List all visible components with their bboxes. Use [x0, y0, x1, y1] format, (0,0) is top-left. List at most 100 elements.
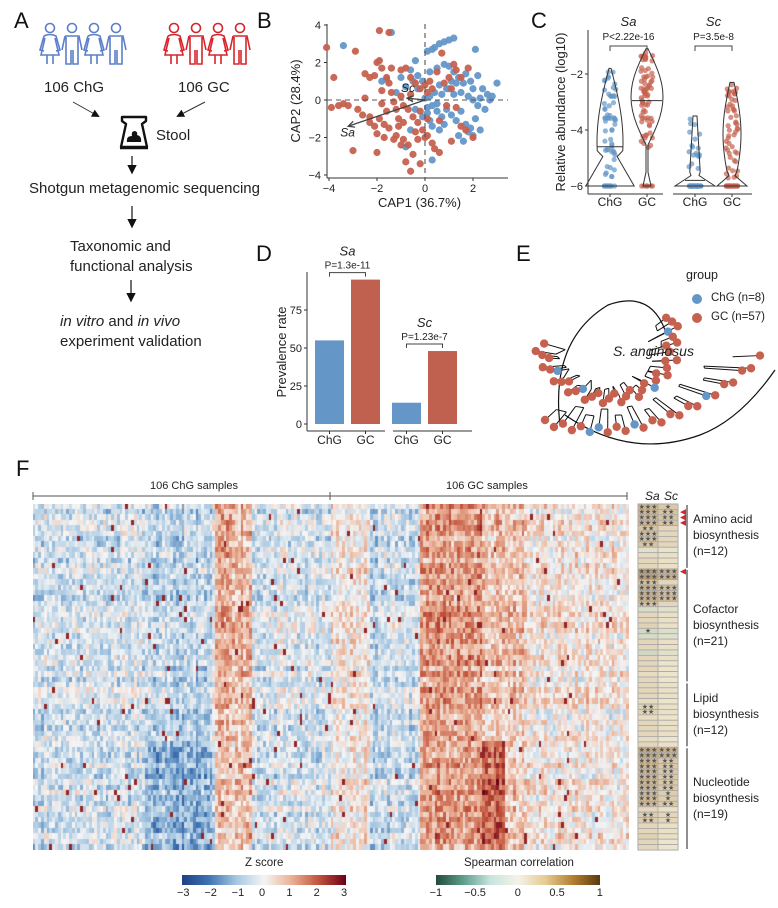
- facet-title-sc: Sc: [417, 315, 433, 330]
- legend-label-chg: ChG (n=8): [711, 292, 766, 304]
- scatter-point-gc: [423, 115, 431, 123]
- tree-tip-gc: [563, 388, 573, 397]
- analysis-step-line1: Taxonomic and: [70, 238, 171, 255]
- scatter-point-gc: [390, 98, 398, 106]
- tree-tip-gc: [672, 338, 682, 347]
- significance-stars: ★★★: [659, 751, 678, 759]
- tree-tip-gc: [755, 351, 765, 360]
- annot-cell-sc: [657, 833, 679, 840]
- violin-point-gc: [726, 165, 732, 171]
- tree-tip-gc: [598, 398, 608, 408]
- violin-point-chg: [603, 170, 609, 176]
- tree-tip-chg: [585, 427, 594, 437]
- violin-point-chg: [686, 164, 692, 170]
- scatter-point-gc: [445, 73, 453, 82]
- tree-branch: [673, 395, 678, 399]
- phylogenetic-tree: [531, 300, 776, 445]
- y-tick-label: −6: [570, 181, 583, 193]
- violin-point-gc: [733, 113, 739, 119]
- pvalue-label: P=1.23e-7: [401, 332, 448, 343]
- scatter-point-gc: [409, 150, 417, 158]
- violin-point-chg: [602, 106, 608, 113]
- tree-tip-gc: [746, 364, 756, 373]
- pathway-group-label: biosynthesis: [693, 528, 760, 543]
- scatter-point-gc: [407, 167, 415, 175]
- violin-point-gc: [726, 150, 732, 157]
- scatter-point-chg: [469, 85, 477, 93]
- violin-point-gc: [734, 150, 740, 156]
- red-marker-icon: [680, 514, 686, 521]
- scatter-point-chg: [435, 126, 443, 134]
- tree-tip-gc: [567, 425, 577, 435]
- tree-tip-gc: [673, 322, 682, 331]
- tree-branch: [644, 408, 650, 411]
- bar-sa-chg: [315, 340, 344, 424]
- spearman-tick-label: −1: [429, 887, 443, 899]
- tree-branch: [678, 384, 681, 387]
- scatter-point-gc: [462, 126, 470, 134]
- person-male: [185, 35, 207, 65]
- significance-stars: ★★★: [639, 584, 658, 592]
- annot-cell-sc: [657, 606, 679, 613]
- person-male: [229, 35, 251, 65]
- zscore-tick-label: 0: [259, 887, 266, 899]
- tree-branch: [575, 405, 584, 409]
- tree-branch: [627, 405, 632, 408]
- tree-tip-gc: [617, 397, 626, 407]
- scatter-point-chg: [402, 83, 410, 91]
- scatter-point-chg: [476, 94, 484, 102]
- violin-point-chg: [602, 138, 608, 144]
- x-axis-title: CAP1 (36.7%): [378, 195, 461, 210]
- chg-group-label: 106 ChG: [44, 79, 105, 96]
- annot-header-sa: Sa: [645, 489, 660, 503]
- violin-point-chg: [610, 100, 617, 106]
- scatter-point-chg: [474, 72, 482, 80]
- annot-cell-sa: [637, 833, 659, 840]
- pathway-group-label: Cofactor: [693, 601, 739, 616]
- scatter-point-chg: [428, 156, 436, 164]
- spearman-colorbar: [436, 875, 600, 885]
- violin-point-gc: [725, 175, 731, 181]
- annot-cell-sa: [637, 844, 659, 851]
- significance-stars: ★★★: [639, 530, 658, 538]
- gc-group-label: 106 GC: [178, 79, 230, 96]
- violin-point-chg: [692, 121, 698, 128]
- panel-label-c: C: [531, 8, 547, 33]
- scatter-point-gc: [419, 126, 427, 134]
- significance-stars: ★: [665, 811, 671, 819]
- scatter-point-gc: [402, 64, 410, 72]
- scatter-point-gc: [378, 100, 386, 108]
- facet-title-sc: Sc: [706, 14, 722, 29]
- tree-branch: [704, 367, 743, 372]
- annot-cell-sa: [637, 682, 659, 689]
- y-tick-label: 0: [296, 419, 302, 431]
- tree-tip-gc: [657, 418, 666, 427]
- tree-tip-gc: [571, 386, 580, 396]
- significance-stars: ★★: [662, 784, 675, 792]
- annot-cell-sc: [657, 719, 679, 727]
- scatter-point-chg: [459, 137, 467, 145]
- scatter-point-chg: [471, 115, 479, 123]
- scatter-point-gc: [414, 118, 422, 127]
- tree-branch: [595, 386, 601, 390]
- tree-tip-gc: [558, 419, 568, 428]
- annot-cell-sc: [657, 557, 679, 564]
- x-tick-label: −2: [371, 183, 384, 195]
- tree-tip-gc: [666, 409, 675, 419]
- tree-tip-gc: [668, 332, 678, 341]
- validation-step-line1: in vitro and in vivo: [60, 313, 180, 330]
- significance-stars: ★★: [662, 514, 675, 522]
- significance-stars: ★★★: [639, 779, 658, 787]
- significance-stars: ★★★: [659, 568, 678, 576]
- significance-stars: ★★: [642, 811, 655, 819]
- significance-stars: ★: [665, 795, 671, 803]
- violin-point-gc: [649, 53, 656, 59]
- pathway-group-label: biosynthesis: [693, 790, 760, 805]
- scatter-point-gc: [404, 141, 412, 149]
- tree-tip-gc: [648, 416, 657, 425]
- y-tick-label: −4: [308, 170, 321, 182]
- spearman-annotation-columns: ★★★ ★★★★ ★★★★★ ★★★★★ ★★★★★★★★★★★★★★★ ★★★★★★ ★★…: [637, 503, 688, 851]
- x-tick-label: ChG: [683, 195, 708, 209]
- annot-cell-sa: [637, 736, 659, 743]
- annot-cell-sc: [657, 682, 679, 689]
